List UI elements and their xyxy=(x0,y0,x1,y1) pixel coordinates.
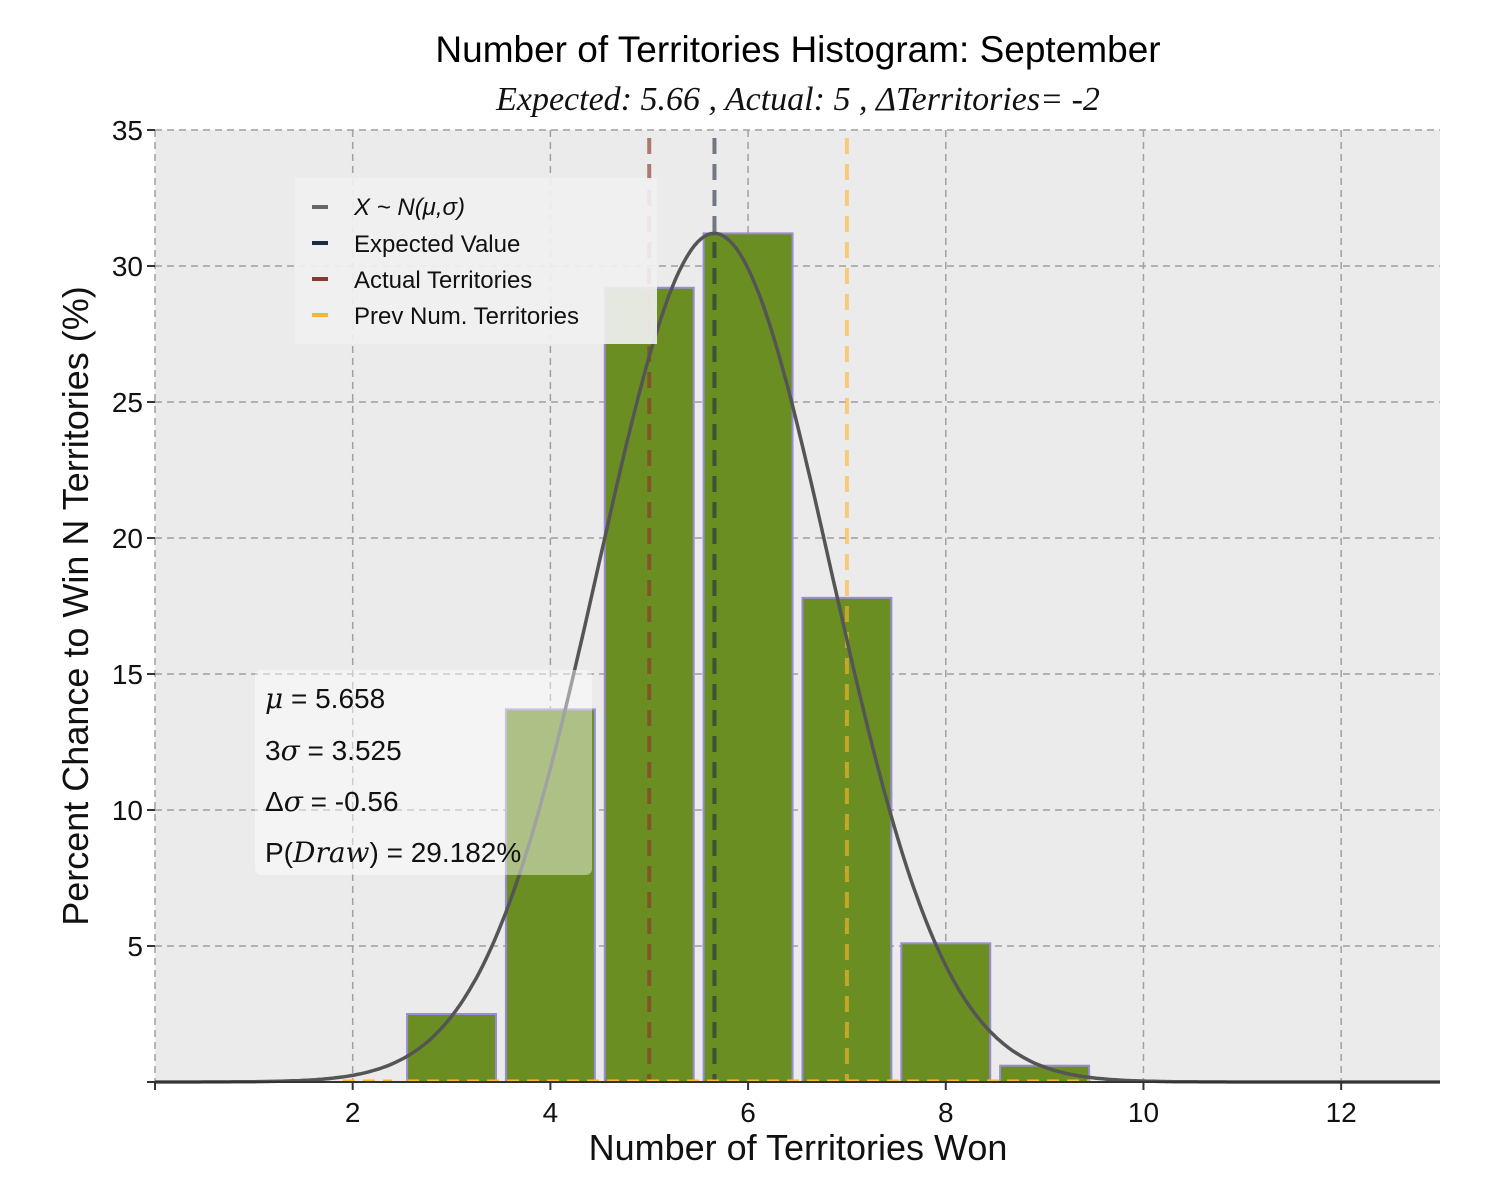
x-tick-label-4: 4 xyxy=(543,1097,559,1128)
stat-mu: μ = 5.658 xyxy=(265,682,385,715)
y-tick-label-30: 30 xyxy=(112,251,143,282)
bar-6 xyxy=(702,232,794,1084)
x-tick-label-8: 8 xyxy=(938,1097,954,1128)
tick-labels: 2 4 6 8 10 12 5 10 15 20 25 30 35 xyxy=(112,115,1357,1128)
y-axis-label: Percent Chance to Win N Territories (%) xyxy=(55,286,96,926)
legend-box xyxy=(295,178,657,344)
x-tick-label-12: 12 xyxy=(1326,1097,1357,1128)
x-axis-label: Number of Territories Won xyxy=(589,1127,1008,1168)
legend-label-expected: Expected Value xyxy=(354,231,520,258)
x-tick-label-10: 10 xyxy=(1128,1097,1159,1128)
legend-label-previous: Prev Num. Territories xyxy=(354,303,579,330)
legend-label-actual: Actual Territories xyxy=(354,267,532,294)
stat-p-draw: P(Draw) = 29.182% xyxy=(265,836,521,869)
x-tick-label-2: 2 xyxy=(345,1097,361,1128)
legend-label-normal: X ~ N(μ,σ) xyxy=(353,194,465,221)
stat-delta-sigma: Δσ = -0.56 xyxy=(265,785,399,818)
y-tick-label-5: 5 xyxy=(127,931,143,962)
axes xyxy=(147,129,1440,1090)
y-tick-label-35: 35 xyxy=(112,115,143,146)
legend: X ~ N(μ,σ) Expected Value Actual Territo… xyxy=(295,178,657,344)
y-tick-label-15: 15 xyxy=(112,659,143,690)
y-tick-label-20: 20 xyxy=(112,523,143,554)
stats-annotation: μ = 5.658 3σ = 3.525 Δσ = -0.56 P(Draw) … xyxy=(255,670,592,875)
chart-title: Number of Territories Histogram: Septemb… xyxy=(435,29,1160,70)
stats-box-bg xyxy=(255,670,592,875)
x-tick-label-6: 6 xyxy=(740,1097,756,1128)
y-tick-label-10: 10 xyxy=(112,795,143,826)
chart-subtitle: Expected: 5.66 , Actual: 5 , ΔTerritorie… xyxy=(495,81,1100,118)
stat-three-sigma: 3σ = 3.525 xyxy=(265,734,402,767)
y-tick-label-25: 25 xyxy=(112,387,143,418)
